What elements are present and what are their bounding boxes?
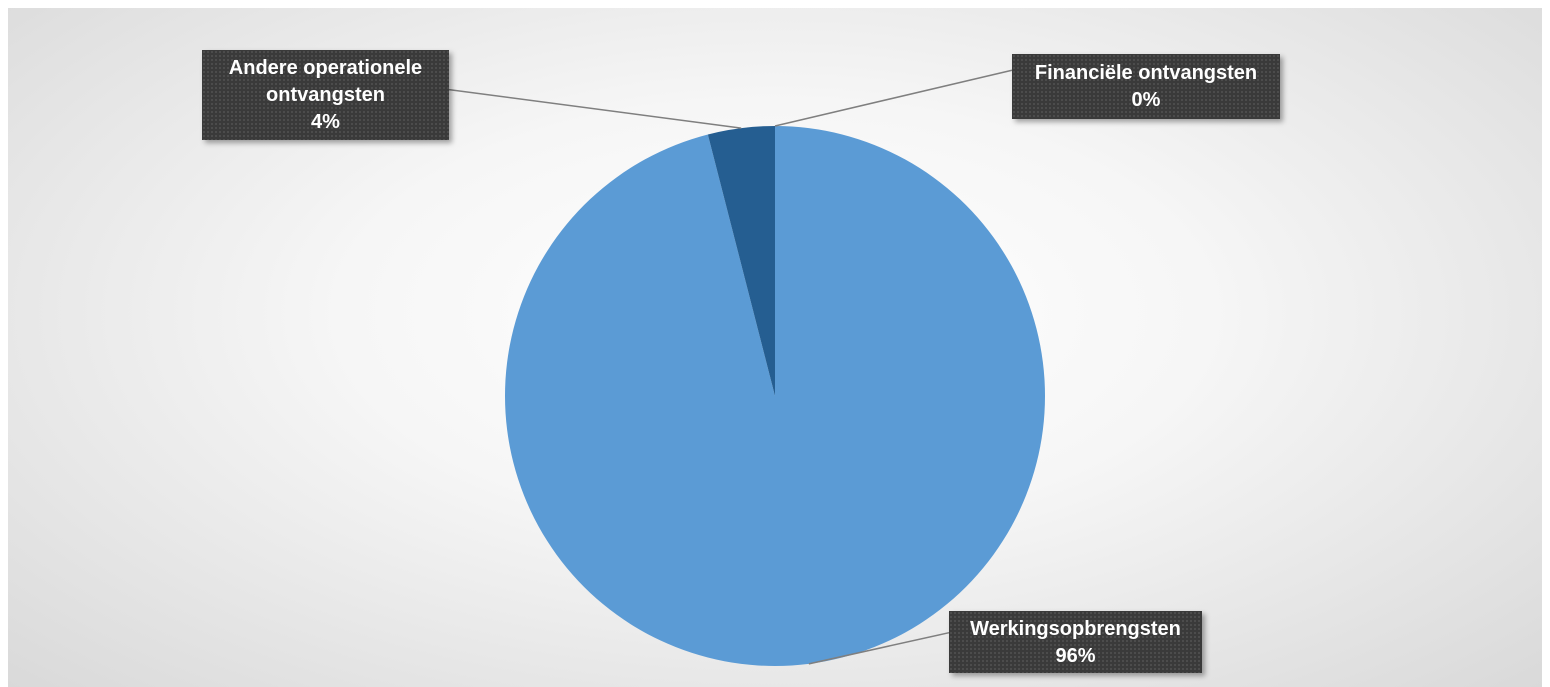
data-label-andere-operationele-ontvangsten: Andere operationele ontvangsten 4% <box>202 50 449 140</box>
chart-area: Andere operationele ontvangsten 4% Finan… <box>8 8 1542 687</box>
data-label-werkingsopbrengsten: Werkingsopbrengsten 96% <box>949 611 1202 673</box>
label-name-line-2: ontvangsten <box>266 84 385 106</box>
leader-line-2 <box>774 69 1013 127</box>
data-label-financiele-ontvangsten: Financiële ontvangsten 0% <box>1012 54 1280 119</box>
label-name-line-1: Andere operationele <box>228 57 423 79</box>
label-percent: 0% <box>1131 89 1161 111</box>
pie-slice-1 <box>707 126 775 396</box>
leader-line-1 <box>448 88 742 129</box>
label-percent: 4% <box>311 111 340 133</box>
label-name: Financiële ontvangsten <box>1034 62 1258 84</box>
label-name: Werkingsopbrengsten <box>970 618 1181 640</box>
pie-slice-0 <box>505 126 1046 666</box>
label-percent: 96% <box>1055 645 1096 667</box>
leader-line-0 <box>808 631 950 665</box>
pie-chart <box>448 69 1046 666</box>
